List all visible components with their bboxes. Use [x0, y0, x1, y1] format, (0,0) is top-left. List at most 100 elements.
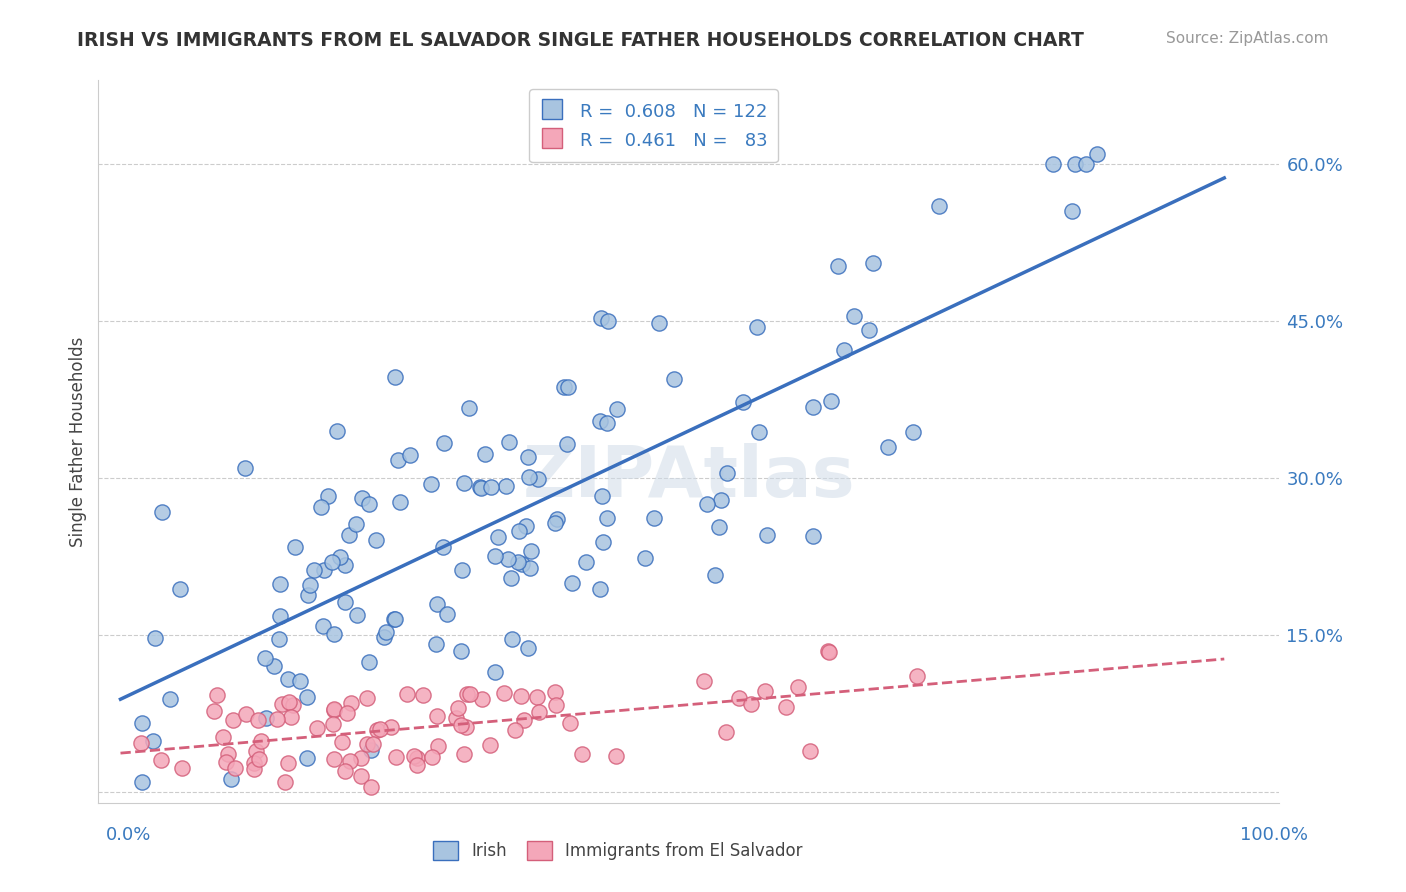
Point	[406, 751, 429, 765]
Point	[820, 393, 842, 408]
Point	[202, 705, 225, 719]
Point	[801, 529, 824, 543]
Point	[575, 555, 598, 569]
Point	[709, 520, 731, 534]
Point	[492, 686, 515, 700]
Point	[131, 775, 153, 789]
Point	[799, 744, 821, 758]
Point	[215, 755, 238, 769]
Point	[451, 563, 474, 577]
Point	[276, 756, 298, 771]
Point	[596, 314, 619, 328]
Point	[316, 489, 339, 503]
Point	[322, 627, 344, 641]
Point	[1042, 157, 1064, 171]
Point	[277, 673, 299, 687]
Point	[544, 516, 567, 530]
Point	[142, 734, 165, 748]
Point	[605, 748, 627, 763]
Point	[643, 511, 665, 525]
Point	[333, 764, 356, 778]
Point	[323, 752, 346, 766]
Point	[323, 702, 346, 716]
Point	[692, 674, 714, 689]
Point	[426, 597, 449, 611]
Point	[516, 640, 538, 655]
Point	[877, 440, 900, 454]
Point	[558, 715, 581, 730]
Point	[131, 716, 153, 731]
Point	[357, 497, 380, 511]
Point	[858, 323, 880, 337]
Point	[269, 632, 291, 646]
Point	[648, 316, 671, 330]
Point	[716, 467, 738, 481]
Point	[357, 655, 380, 669]
Point	[433, 436, 456, 450]
Point	[219, 772, 242, 786]
Point	[295, 751, 318, 765]
Text: 100.0%: 100.0%	[1240, 826, 1308, 844]
Point	[479, 480, 502, 494]
Point	[634, 551, 657, 566]
Point	[330, 735, 353, 749]
Point	[510, 557, 533, 571]
Point	[368, 723, 391, 737]
Point	[420, 476, 443, 491]
Text: IRISH VS IMMIGRANTS FROM EL SALVADOR SINGLE FATHER HOUSEHOLDS CORRELATION CHART: IRISH VS IMMIGRANTS FROM EL SALVADOR SIN…	[77, 31, 1084, 50]
Point	[235, 706, 257, 721]
Point	[396, 687, 419, 701]
Point	[322, 717, 344, 731]
Point	[305, 721, 328, 735]
Legend: Irish, Immigrants from El Salvador: Irish, Immigrants from El Salvador	[426, 834, 810, 867]
Point	[748, 425, 770, 440]
Point	[526, 690, 548, 704]
Point	[903, 425, 925, 439]
Point	[387, 452, 409, 467]
Point	[321, 555, 343, 569]
Point	[1085, 146, 1108, 161]
Point	[557, 379, 579, 393]
Point	[862, 256, 884, 270]
Point	[468, 480, 491, 494]
Point	[271, 697, 294, 711]
Point	[149, 753, 172, 767]
Point	[212, 730, 235, 744]
Point	[517, 470, 540, 484]
Point	[406, 758, 429, 772]
Point	[254, 711, 277, 725]
Point	[714, 724, 737, 739]
Point	[253, 651, 276, 665]
Point	[595, 510, 617, 524]
Point	[169, 582, 191, 597]
Point	[755, 527, 778, 541]
Point	[373, 630, 395, 644]
Point	[245, 744, 267, 758]
Point	[336, 706, 359, 721]
Point	[818, 645, 841, 659]
Point	[350, 751, 373, 765]
Point	[159, 692, 181, 706]
Point	[801, 400, 824, 414]
Point	[366, 723, 388, 737]
Point	[503, 723, 526, 737]
Point	[447, 701, 470, 715]
Point	[710, 492, 733, 507]
Point	[243, 756, 266, 771]
Point	[233, 461, 256, 475]
Point	[333, 594, 356, 608]
Point	[284, 540, 307, 554]
Point	[827, 259, 849, 273]
Point	[143, 631, 166, 645]
Point	[217, 747, 239, 762]
Point	[592, 534, 614, 549]
Point	[1076, 157, 1098, 171]
Point	[544, 685, 567, 699]
Point	[775, 699, 797, 714]
Point	[302, 563, 325, 577]
Point	[484, 665, 506, 680]
Text: Source: ZipAtlas.com: Source: ZipAtlas.com	[1166, 31, 1329, 46]
Point	[360, 780, 382, 794]
Point	[589, 414, 612, 428]
Point	[456, 687, 478, 701]
